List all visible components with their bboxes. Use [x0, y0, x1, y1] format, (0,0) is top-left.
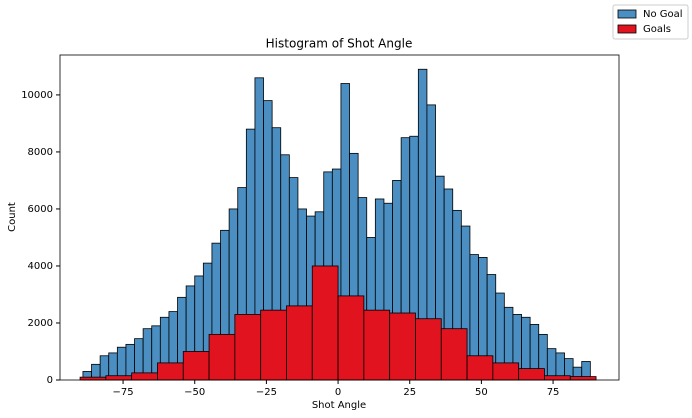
- bar: [286, 305, 313, 381]
- y-tick-label: 2000: [28, 318, 53, 329]
- bar: [142, 328, 153, 381]
- x-tick-label: 0: [335, 387, 341, 398]
- bar: [157, 362, 184, 381]
- bar: [466, 355, 494, 381]
- bar: [337, 295, 365, 381]
- x-tick-label: −50: [184, 387, 205, 398]
- x-tick-label: −25: [256, 387, 277, 398]
- bar: [569, 376, 597, 381]
- bar: [208, 333, 236, 381]
- bar: [105, 375, 133, 381]
- bar: [116, 346, 127, 381]
- y-tick-label: 4000: [28, 261, 53, 272]
- bar: [363, 309, 391, 381]
- bar: [182, 351, 210, 381]
- y-tick-label: 10000: [21, 90, 53, 101]
- bar: [440, 328, 468, 381]
- bar: [260, 309, 287, 381]
- y-tick-label: 6000: [28, 204, 53, 215]
- bar: [131, 372, 158, 381]
- legend-swatch: [617, 9, 637, 19]
- bar: [546, 348, 557, 381]
- bar: [311, 265, 339, 381]
- plot-frame: [59, 54, 620, 381]
- x-axis-label: Shot Angle: [312, 400, 366, 411]
- bar: [79, 376, 107, 381]
- bar: [234, 314, 262, 381]
- bar: [518, 368, 545, 381]
- x-tick-label: 25: [403, 387, 416, 398]
- x-tick-label: 50: [475, 387, 488, 398]
- x-tick-label: −75: [113, 387, 134, 398]
- bar: [544, 375, 571, 381]
- legend-swatch: [617, 24, 637, 34]
- y-axis-label: Count: [7, 202, 18, 232]
- x-tick-label: 75: [547, 387, 560, 398]
- chart-title: Histogram of Shot Angle: [266, 37, 413, 51]
- y-tick-label: 0: [47, 375, 53, 386]
- bar: [389, 312, 416, 381]
- bar: [492, 362, 520, 381]
- bar: [415, 318, 442, 381]
- legend-label: No Goal: [643, 9, 683, 20]
- y-tick-label: 8000: [28, 147, 53, 158]
- legend-label: Goals: [643, 24, 671, 35]
